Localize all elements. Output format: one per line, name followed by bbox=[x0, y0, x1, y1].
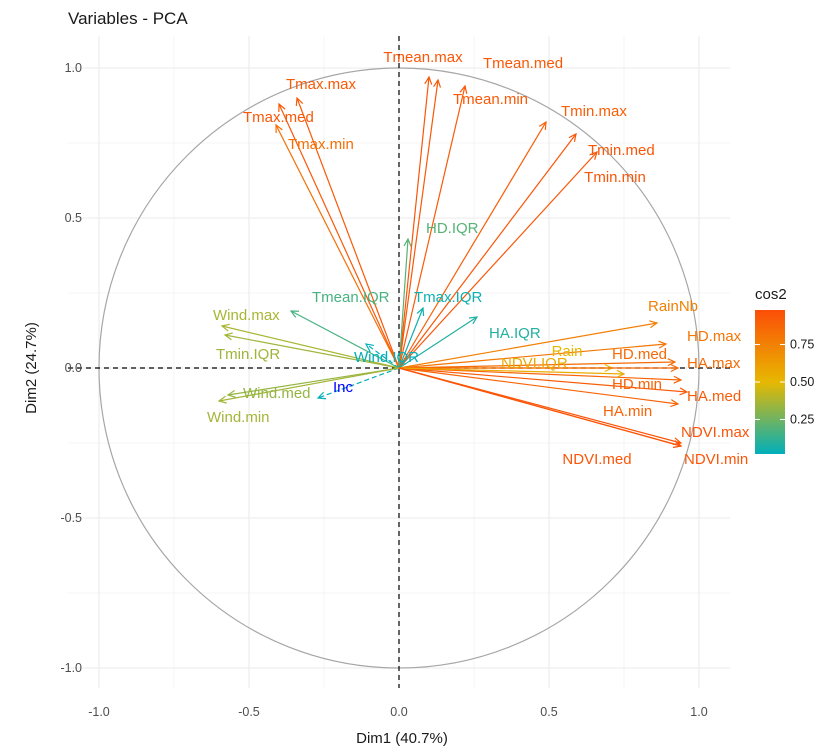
arrow-wind-min bbox=[217, 367, 400, 404]
label-ndvi-max: NDVI.max bbox=[681, 424, 750, 441]
arrow-tmax-iqr bbox=[398, 306, 425, 369]
arrow-ndvi-med bbox=[398, 367, 683, 449]
chart-title: Variables - PCA bbox=[68, 9, 188, 28]
y-tick-label: 0.5 bbox=[65, 211, 82, 225]
x-tick-label: 1.0 bbox=[690, 705, 707, 719]
arrow-hd-med bbox=[399, 363, 680, 373]
arrow-wind-med bbox=[226, 367, 400, 398]
y-axis-ticks: -1.0 -0.5 0.0 0.5 1.0 bbox=[60, 61, 82, 675]
legend-tick-label: 0.25 bbox=[790, 413, 814, 427]
label-wind-max: Wind.max bbox=[213, 307, 280, 324]
arrow-tmean-iqr bbox=[289, 310, 400, 369]
label-rainnb: RainNb bbox=[648, 298, 698, 315]
x-tick-label: -0.5 bbox=[238, 705, 260, 719]
variable-arrows bbox=[217, 75, 689, 449]
label-ha-med: HA.med bbox=[687, 388, 741, 405]
arrow-tmax-med bbox=[278, 102, 400, 369]
label-ndvi-med: NDVI.med bbox=[562, 451, 631, 468]
label-ha-iqr: HA.IQR bbox=[489, 325, 541, 342]
label-ha-min: HA.min bbox=[603, 403, 652, 420]
legend-ticks: 0.25 0.50 0.75 bbox=[755, 338, 814, 427]
arrow-hd-iqr bbox=[398, 237, 412, 369]
label-tmean-min: Tmean.min bbox=[453, 91, 528, 108]
label-rain: Rain bbox=[552, 343, 583, 360]
label-tmean-med: Tmean.med bbox=[483, 55, 563, 72]
arrow-inc bbox=[316, 367, 400, 400]
x-tick-label: 0.0 bbox=[390, 705, 407, 719]
x-axis-title: Dim1 (40.7%) bbox=[356, 730, 448, 747]
label-inc: Inc bbox=[333, 379, 354, 396]
arrow-ndvi-iqr bbox=[398, 367, 626, 378]
arrow-tmean-min bbox=[398, 84, 468, 369]
y-tick-label: 1.0 bbox=[65, 61, 82, 75]
y-tick-label: 0.0 bbox=[65, 361, 82, 375]
arrow-tmax-min bbox=[275, 123, 400, 369]
label-hd-med: HD.med bbox=[612, 346, 667, 363]
label-tmax-min: Tmax.min bbox=[288, 136, 354, 153]
label-tmean-iqr: Tmean.IQR bbox=[312, 289, 390, 306]
arrow-tmin-med bbox=[398, 132, 577, 369]
x-tick-label: 0.5 bbox=[540, 705, 557, 719]
label-tmax-iqr: Tmax.IQR bbox=[414, 289, 483, 306]
label-ha-max: HA.max bbox=[687, 355, 741, 372]
label-tmin-iqr: Tmin.IQR bbox=[216, 346, 280, 363]
arrow-rainnb bbox=[398, 320, 659, 369]
y-tick-label: -0.5 bbox=[60, 511, 82, 525]
arrow-tmax-max bbox=[295, 96, 400, 369]
arrow-tmean-max bbox=[398, 75, 433, 369]
y-axis-title: Dim2 (24.7%) bbox=[23, 322, 40, 414]
label-hd-min: HD.min bbox=[612, 376, 662, 393]
label-wind-med: Wind.med bbox=[243, 385, 311, 402]
arrow-tmin-iqr bbox=[223, 332, 400, 369]
label-wind-iqr: Wind.IQR bbox=[354, 349, 419, 366]
arrow-wind-max bbox=[220, 323, 400, 369]
arrow-ha-min bbox=[398, 367, 680, 408]
x-tick-label: -1.0 bbox=[88, 705, 110, 719]
label-ndvi-iqr: NDVI.IQR bbox=[501, 355, 568, 372]
label-wind-min: Wind.min bbox=[207, 409, 270, 426]
arrow-ha-iqr bbox=[398, 316, 479, 369]
arrow-tmean-med bbox=[398, 78, 442, 369]
legend-title: cos2 bbox=[755, 286, 787, 303]
arrow-ha-max bbox=[398, 358, 677, 369]
label-hd-iqr: HD.IQR bbox=[426, 220, 479, 237]
arrow-hd-max bbox=[398, 340, 668, 369]
legend-tick-label: 0.50 bbox=[790, 375, 814, 389]
label-tmin-med: Tmin.med bbox=[588, 142, 655, 159]
label-tmax-med: Tmax.med bbox=[243, 109, 314, 126]
arrow-ha-med bbox=[398, 367, 689, 396]
arrow-tmin-min bbox=[398, 150, 598, 369]
label-ndvi-min: NDVI.min bbox=[684, 451, 748, 468]
arrow-wind-iqr bbox=[364, 343, 400, 369]
label-tmin-min: Tmin.min bbox=[584, 169, 646, 186]
arrow-tmin-max bbox=[398, 120, 547, 369]
variable-labels: Tmean.max Tmean.med Tmean.min Tmin.max Tmin.… bbox=[207, 49, 750, 468]
label-tmean-max: Tmean.max bbox=[383, 49, 463, 66]
arrow-hd-min bbox=[398, 367, 683, 384]
x-axis-ticks: -1.0 -0.5 0.0 0.5 1.0 bbox=[88, 705, 708, 719]
y-tick-label: -1.0 bbox=[60, 661, 82, 675]
legend-tick-label: 0.75 bbox=[790, 338, 814, 352]
cos2-legend: cos2 0.25 0.50 0.75 bbox=[755, 286, 814, 454]
label-tmax-max: Tmax.max bbox=[286, 76, 357, 93]
label-hd-max: HD.max bbox=[687, 328, 742, 345]
label-tmin-max: Tmin.max bbox=[561, 103, 627, 120]
